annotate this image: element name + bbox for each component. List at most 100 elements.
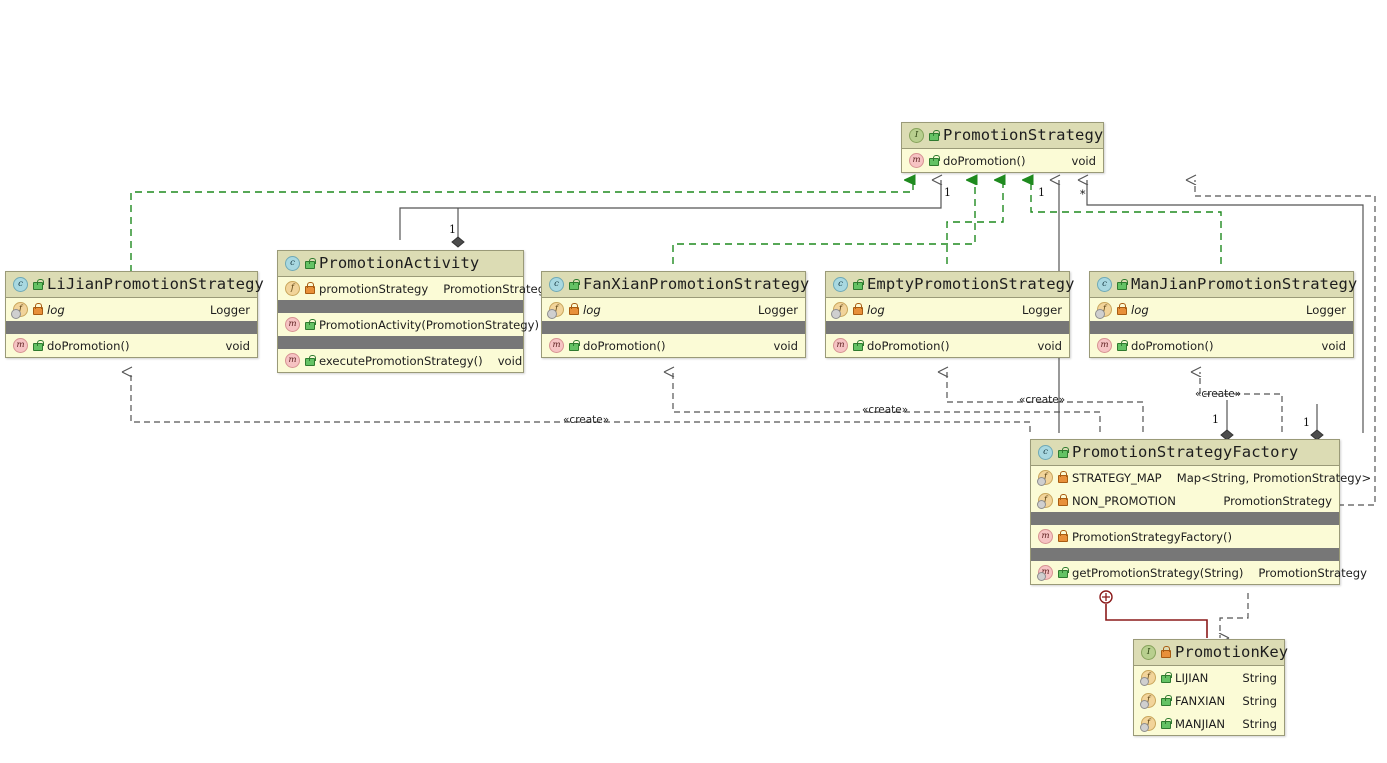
member-type: void xyxy=(1071,153,1096,168)
visibility-public-icon xyxy=(33,278,44,290)
visibility-public-icon xyxy=(1161,672,1172,683)
member-type: Logger xyxy=(758,302,798,317)
member-name: NON_PROMOTION xyxy=(1072,493,1176,508)
assoc-activity-strategy xyxy=(399,180,941,240)
member-row[interactable]: m doPromotion() void xyxy=(542,334,805,357)
class-box-empty-promotion-strategy[interactable]: c EmptyPromotionStrategy f log Logger m … xyxy=(825,271,1074,358)
visibility-private-icon xyxy=(569,303,579,315)
class-header: I PromotionStrategy xyxy=(902,123,1103,149)
member-name: MANJIAN xyxy=(1175,716,1226,731)
visibility-public-icon xyxy=(1161,718,1172,729)
method-icon: m xyxy=(1038,529,1053,544)
class-name: PromotionKey xyxy=(1175,643,1289,661)
member-row[interactable]: m PromotionActivity(PromotionStrategy) xyxy=(278,313,539,336)
static-field-icon: f xyxy=(1140,670,1156,686)
static-field-icon: f xyxy=(1095,302,1112,319)
member-row[interactable]: f log Logger xyxy=(6,298,257,321)
member-type: void xyxy=(497,353,523,368)
method-icon: m xyxy=(1097,338,1112,353)
class-header: I PromotionKey xyxy=(1134,640,1288,666)
inner-class-line xyxy=(1105,604,1208,638)
method-icon: m xyxy=(833,338,848,353)
member-name: doPromotion() xyxy=(1131,338,1214,353)
member-row[interactable]: f NON_PROMOTION PromotionStrategy xyxy=(1031,489,1339,512)
member-row[interactable]: f MANJIAN String xyxy=(1134,712,1284,735)
member-row[interactable]: f FANXIAN String xyxy=(1134,689,1284,712)
member-name: doPromotion() xyxy=(943,153,1026,168)
visibility-public-icon xyxy=(929,155,940,166)
multiplicity-factory-left: 1 xyxy=(1038,186,1045,199)
multiplicity-activity-composition: 1 xyxy=(449,223,456,236)
method-icon: m xyxy=(909,153,924,168)
section-separator xyxy=(1031,512,1339,525)
class-icon: c xyxy=(1097,276,1112,292)
class-box-manjian-promotion-strategy[interactable]: c ManJianPromotionStrategy f log Logger … xyxy=(1089,271,1357,358)
member-row[interactable]: m executePromotionStrategy() void xyxy=(278,349,523,372)
member-name: executePromotionStrategy() xyxy=(319,353,483,368)
static-field-icon: f xyxy=(547,302,564,319)
visibility-public-icon xyxy=(569,278,580,290)
class-header: c ManJianPromotionStrategy xyxy=(1090,272,1357,298)
class-header: c PromotionActivity xyxy=(278,251,523,277)
visibility-public-icon xyxy=(305,257,316,269)
class-box-promotion-strategy[interactable]: I PromotionStrategy m doPromotion() void xyxy=(901,122,1104,173)
inner-class-circle xyxy=(1099,590,1113,604)
member-row[interactable]: m getPromotionStrategy(String) Promotion… xyxy=(1031,561,1367,584)
visibility-private-icon xyxy=(1058,530,1068,542)
class-name: PromotionStrategy xyxy=(943,126,1104,144)
member-row[interactable]: f STRATEGY_MAP Map<String, PromotionStra… xyxy=(1031,466,1371,489)
visibility-public-icon xyxy=(305,355,316,366)
static-field-icon: f xyxy=(1140,716,1156,732)
member-type: PromotionStrategy xyxy=(443,281,552,296)
member-row[interactable]: f log Logger xyxy=(826,298,1069,321)
member-name: log xyxy=(583,302,601,317)
class-icon: c xyxy=(549,276,564,292)
class-header: c PromotionStrategyFactory xyxy=(1031,440,1339,466)
member-type: void xyxy=(225,338,250,353)
class-name: ManJianPromotionStrategy xyxy=(1131,275,1358,293)
member-row[interactable]: f log Logger xyxy=(1090,298,1353,321)
class-box-promotion-strategy-factory[interactable]: c PromotionStrategyFactory f STRATEGY_MA… xyxy=(1030,439,1371,585)
member-row[interactable]: m doPromotion() void xyxy=(902,149,1103,172)
member-type: String xyxy=(1242,670,1277,685)
visibility-public-icon xyxy=(1117,278,1128,290)
edge-label-create-lijian: «create» xyxy=(563,414,610,426)
edge-label-create-manjian: «create» xyxy=(1195,388,1242,400)
realization-empty xyxy=(946,180,1003,264)
section-separator xyxy=(6,321,257,334)
member-type: void xyxy=(1321,338,1346,353)
class-icon: c xyxy=(13,276,28,292)
section-separator xyxy=(542,321,805,334)
class-box-lijian-promotion-strategy[interactable]: c LiJianPromotionStrategy f log Logger m… xyxy=(5,271,264,358)
visibility-public-icon xyxy=(853,278,864,290)
method-icon: m xyxy=(549,338,564,353)
class-name: LiJianPromotionStrategy xyxy=(47,275,264,293)
member-row[interactable]: m PromotionStrategyFactory() xyxy=(1031,525,1339,548)
member-name: log xyxy=(47,302,65,317)
class-box-promotion-activity[interactable]: c PromotionActivity f promotionStrategy … xyxy=(277,250,552,373)
visibility-public-icon xyxy=(853,340,864,351)
member-row[interactable]: f LIJIAN String xyxy=(1134,666,1284,689)
member-name: LIJIAN xyxy=(1175,670,1209,685)
member-row[interactable]: f promotionStrategy PromotionStrategy xyxy=(278,277,552,300)
static-field-icon: f xyxy=(1140,693,1156,709)
visibility-private-icon xyxy=(1117,303,1127,315)
section-separator xyxy=(1031,548,1339,561)
class-box-promotion-key[interactable]: I PromotionKey f LIJIAN String f FANXIAN… xyxy=(1133,639,1288,736)
class-name: EmptyPromotionStrategy xyxy=(867,275,1075,293)
member-name: doPromotion() xyxy=(47,338,130,353)
member-row[interactable]: m doPromotion() void xyxy=(6,334,257,357)
member-name: log xyxy=(1131,302,1149,317)
member-row[interactable]: f log Logger xyxy=(542,298,805,321)
method-icon: m xyxy=(285,353,300,368)
member-name: doPromotion() xyxy=(583,338,666,353)
member-row[interactable]: m doPromotion() void xyxy=(826,334,1069,357)
member-row[interactable]: m doPromotion() void xyxy=(1090,334,1353,357)
static-field-icon: f xyxy=(1037,493,1053,509)
member-name: doPromotion() xyxy=(867,338,950,353)
section-separator xyxy=(1090,321,1353,334)
static-method-icon: m xyxy=(1037,565,1053,581)
member-type: Logger xyxy=(1306,302,1346,317)
class-box-fanxian-promotion-strategy[interactable]: c FanXianPromotionStrategy f log Logger … xyxy=(541,271,809,358)
dependency-factory-promotionkey xyxy=(1220,593,1249,638)
